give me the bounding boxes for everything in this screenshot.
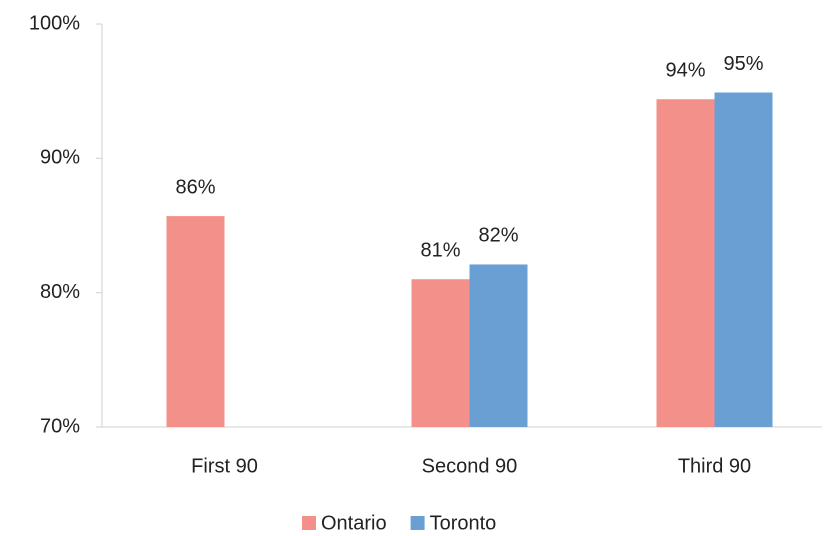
bar [166,216,225,427]
data-label: 82% [478,225,518,247]
x-tick-label: Third 90 [678,455,751,477]
legend-swatch [302,516,316,530]
data-label: 94% [665,60,705,82]
bar [411,279,470,427]
bar [656,99,715,427]
data-label: 81% [420,240,460,262]
y-tick-label: 100% [29,12,80,34]
y-tick-label: 70% [40,415,80,437]
data-label: 86% [175,176,215,198]
y-tick-label: 90% [40,147,80,169]
legend-label: Toronto [430,512,497,534]
bar [469,264,528,427]
y-tick-label: 80% [40,281,80,303]
bar [714,92,773,427]
data-label: 95% [723,53,763,75]
legend-label: Ontario [321,512,387,534]
x-tick-label: Second 90 [422,455,518,477]
legend-swatch [410,516,425,530]
x-tick-label: First 90 [191,455,258,477]
